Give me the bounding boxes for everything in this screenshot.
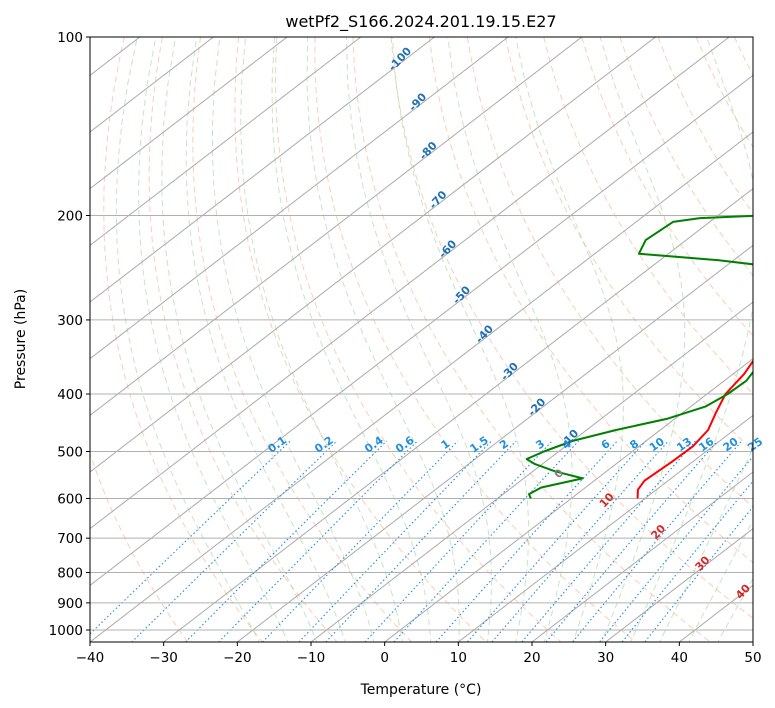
dry-adiabat	[428, 37, 753, 564]
y-tick-label: 100	[57, 30, 83, 46]
x-tick-label: −40	[76, 650, 105, 666]
y-axis-ticks: 100 200 300 400 500 600 700 800 900 1000	[49, 30, 90, 639]
x-tick-label: 30	[597, 650, 614, 666]
profile-traces	[525, 214, 753, 499]
isotherm-line	[604, 528, 753, 642]
moist-adiabat	[115, 37, 260, 642]
x-axis-ticks: −40 −30 −20 −10 0 10 20 30 40 50	[76, 642, 762, 666]
x-tick-label: 10	[450, 650, 467, 666]
isotherm-line	[531, 471, 753, 642]
moist-adiabat	[138, 37, 289, 642]
y-tick-label: 500	[57, 444, 83, 460]
dry-adiabat	[90, 452, 189, 642]
isotherm-line	[383, 358, 753, 642]
x-axis-label: Temperature (°C)	[360, 682, 482, 698]
isotherm-line	[457, 414, 753, 642]
dewpoint-trace	[525, 214, 753, 499]
moist-adiabat	[659, 447, 753, 642]
y-tick-label: 300	[57, 313, 83, 329]
y-tick-label: 400	[57, 387, 83, 403]
isotherm-line	[90, 37, 509, 360]
plot-frame	[89, 36, 754, 643]
y-tick-label: 1000	[49, 623, 83, 639]
mixing-ratio-line	[466, 440, 647, 642]
mixing-ratio-line	[184, 440, 388, 642]
isotherm-line	[90, 37, 435, 303]
chart-title: wetPf2_S166.2024.201.19.15.E27	[285, 12, 556, 32]
y-tick-label: 800	[57, 566, 83, 582]
isotherm-line	[162, 188, 753, 642]
isotherm-line	[90, 37, 656, 473]
x-tick-label: −10	[297, 650, 326, 666]
mixing-ratio-line	[545, 440, 718, 642]
isotherm-line	[310, 301, 753, 642]
y-axis-label: Pressure (hPa)	[13, 289, 29, 389]
x-tick-label: 20	[523, 650, 540, 666]
dry-adiabat	[274, 37, 562, 642]
temperature-trace	[636, 359, 753, 499]
isotherm-line	[90, 37, 362, 246]
mixing-ratio-line	[491, 440, 669, 642]
x-tick-label: 40	[671, 650, 688, 666]
mixing-ratio-line	[644, 506, 753, 642]
isotherm-line	[236, 244, 753, 642]
mixing-ratio-line	[325, 440, 517, 642]
y-tick-label: 900	[57, 596, 83, 612]
dry-adiabat	[543, 37, 753, 395]
mixing-ratio-line	[393, 440, 580, 642]
isotherm-line	[90, 37, 583, 416]
mixing-ratio-line	[218, 440, 418, 642]
y-tick-label: 600	[57, 491, 83, 507]
mixing-ratio-line	[131, 440, 338, 642]
x-tick-label: −20	[223, 650, 252, 666]
mixing-ratio-line	[364, 440, 553, 642]
x-tick-label: 0	[380, 650, 389, 666]
isotherm-line	[90, 37, 730, 530]
isotherm-line	[90, 131, 753, 642]
isotherm-line	[90, 74, 753, 586]
y-tick-label: 700	[57, 531, 83, 547]
x-tick-label: −30	[149, 650, 178, 666]
mixing-ratio-line	[435, 440, 618, 642]
mixing-ratio-line	[298, 440, 492, 642]
mixing-ratio-line	[571, 440, 743, 642]
isotherm-line	[90, 37, 288, 190]
mixing-ratio-line	[521, 440, 696, 642]
pressure-grid	[90, 37, 753, 631]
x-tick-label: 50	[744, 650, 761, 666]
y-tick-label: 200	[57, 209, 83, 225]
